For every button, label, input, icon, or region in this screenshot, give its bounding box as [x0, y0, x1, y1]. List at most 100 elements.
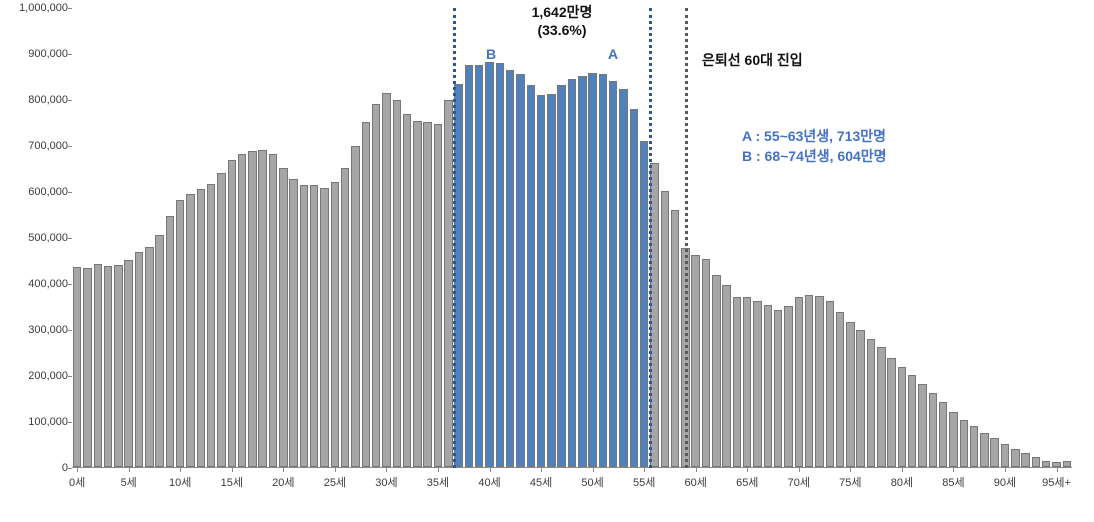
bar	[1032, 457, 1040, 467]
reference-line	[685, 8, 688, 468]
bar	[279, 168, 287, 467]
bar	[83, 268, 91, 467]
x-tick-mark	[902, 468, 903, 472]
y-tick-label: 800,000	[2, 94, 68, 106]
retirement-line-label: 은퇴선 60대 진입	[702, 50, 803, 70]
bars-container	[72, 7, 1072, 467]
y-tick-label: 500,000	[2, 232, 68, 244]
bar-highlight	[568, 79, 576, 467]
bar	[444, 100, 452, 467]
bar	[753, 301, 761, 467]
highlight-total-label: 1,642만명 (33.6%)	[502, 2, 622, 38]
bar	[300, 185, 308, 467]
x-tick-mark	[1057, 468, 1058, 472]
bar	[434, 124, 442, 467]
x-tick-mark	[386, 468, 387, 472]
bar	[712, 275, 720, 467]
bar	[186, 194, 194, 467]
x-tick-label: 90세	[994, 474, 1016, 490]
x-tick-label: 10세	[169, 474, 191, 490]
bar	[702, 259, 710, 467]
bar	[805, 295, 813, 467]
bar	[155, 235, 163, 467]
bar	[166, 216, 174, 467]
bar	[918, 384, 926, 467]
x-tick-mark	[438, 468, 439, 472]
bar	[898, 367, 906, 467]
bar	[228, 160, 236, 467]
x-tick-label: 20세	[272, 474, 294, 490]
bar	[1011, 449, 1019, 467]
bar	[238, 154, 246, 467]
x-tick-mark	[335, 468, 336, 472]
x-tick-label: 30세	[375, 474, 397, 490]
bar	[815, 296, 823, 467]
x-tick-mark	[799, 468, 800, 472]
bar	[908, 375, 916, 467]
legend-b: B : 68~74년생, 604만명	[742, 146, 887, 166]
bar-highlight	[609, 81, 617, 467]
bar	[351, 146, 359, 467]
x-tick-mark	[180, 468, 181, 472]
y-tick-label: 100,000	[2, 416, 68, 428]
x-tick-mark	[644, 468, 645, 472]
bar	[269, 154, 277, 467]
x-tick-label: 65세	[736, 474, 758, 490]
legend-a: A : 55~63년생, 713만명	[742, 126, 886, 146]
bar	[1052, 462, 1060, 467]
bar	[1001, 444, 1009, 467]
bar	[960, 420, 968, 467]
highlight-total-pct: (33.6%)	[502, 22, 622, 38]
x-tick-label: 50세	[581, 474, 603, 490]
y-tick-label: 1,000,000	[2, 2, 68, 14]
bar	[1063, 461, 1071, 467]
highlight-total-value: 1,642만명	[502, 2, 622, 22]
bar	[372, 104, 380, 467]
x-tick-mark	[696, 468, 697, 472]
x-tick-label: 95세+	[1042, 474, 1071, 490]
bar-highlight	[496, 63, 504, 467]
x-tick-label: 25세	[324, 474, 346, 490]
x-tick-mark	[1005, 468, 1006, 472]
bar-highlight	[588, 73, 596, 467]
x-tick-mark	[747, 468, 748, 472]
x-tick-label: 85세	[942, 474, 964, 490]
bar	[217, 173, 225, 467]
x-tick-mark	[953, 468, 954, 472]
bar	[764, 305, 772, 467]
x-tick-label: 45세	[530, 474, 552, 490]
bar	[1021, 453, 1029, 467]
x-tick-mark	[129, 468, 130, 472]
bar	[1042, 461, 1050, 467]
bar	[795, 297, 803, 467]
bar	[73, 267, 81, 467]
bar	[145, 247, 153, 467]
x-tick-label: 0세	[69, 474, 85, 490]
bar	[94, 264, 102, 467]
bar-highlight	[465, 65, 473, 467]
bar	[970, 426, 978, 467]
bar	[382, 93, 390, 467]
bar-highlight	[506, 70, 514, 467]
y-tick-label: 400,000	[2, 278, 68, 290]
bar	[743, 297, 751, 467]
bar	[836, 312, 844, 467]
x-tick-label: 5세	[121, 474, 137, 490]
y-tick-label: 900,000	[2, 48, 68, 60]
reference-line	[649, 8, 652, 468]
bar-highlight	[516, 74, 524, 467]
x-tick-label: 40세	[478, 474, 500, 490]
bar	[691, 255, 699, 467]
bar	[362, 122, 370, 467]
bar-highlight	[527, 85, 535, 467]
bar	[289, 179, 297, 467]
bar	[331, 182, 339, 467]
plot-area: 1,642만명 (33.6%) B A 은퇴선 60대 진입 A : 55~63…	[72, 8, 1072, 468]
bar-highlight	[599, 74, 607, 467]
bar	[207, 184, 215, 467]
bar	[949, 412, 957, 467]
bar	[846, 322, 854, 467]
bar-highlight	[619, 89, 627, 467]
bar	[877, 347, 885, 467]
letter-b-label: B	[486, 46, 496, 62]
